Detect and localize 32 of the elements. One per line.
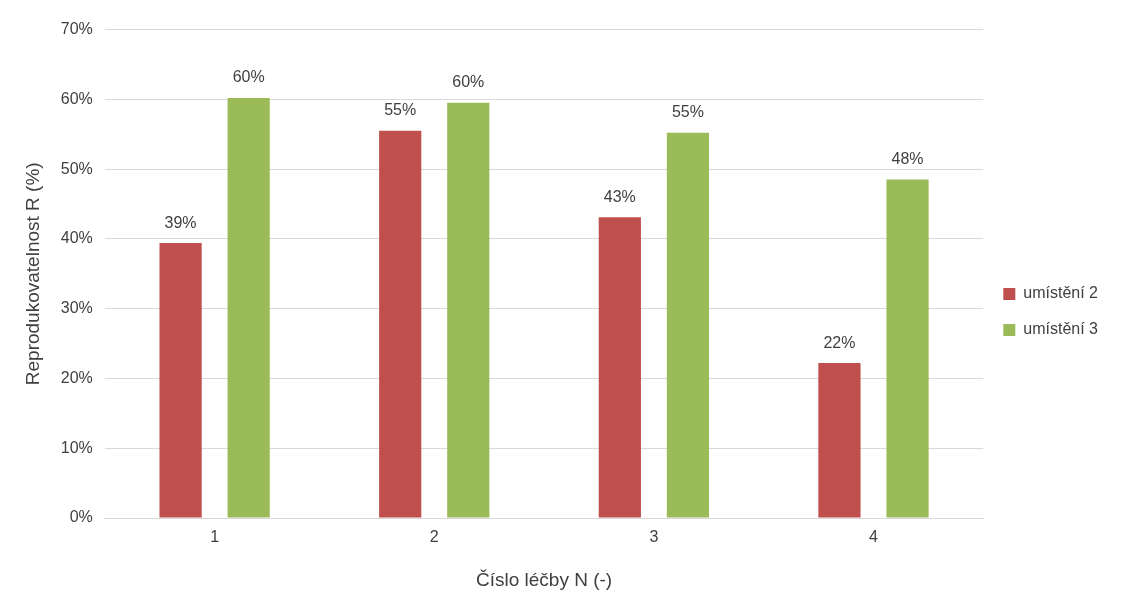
x-tick-label: 4	[869, 528, 879, 546]
data-label: 60%	[232, 68, 265, 86]
bar	[159, 243, 202, 518]
data-label: 22%	[823, 333, 856, 351]
data-label: 55%	[671, 103, 704, 121]
bar	[379, 130, 422, 518]
bar	[447, 102, 490, 518]
bar	[598, 217, 641, 518]
y-tick-label: 30%	[60, 299, 93, 317]
data-label: 55%	[384, 101, 417, 119]
y-tick-label: 10%	[60, 438, 93, 456]
y-tick-label: 40%	[60, 229, 93, 247]
bar	[886, 179, 929, 518]
bar	[227, 97, 270, 518]
bar	[666, 132, 710, 518]
legend-label: umístění 2	[1023, 284, 1099, 302]
y-tick-label: 70%	[60, 20, 93, 38]
bar	[818, 363, 861, 518]
legend-label: umístění 3	[1023, 320, 1099, 338]
x-axis-title: Číslo léčby N (-)	[475, 568, 613, 590]
y-tick-label: 0%	[69, 508, 93, 526]
x-tick-label: 1	[210, 528, 220, 546]
data-label: 43%	[603, 187, 636, 205]
y-axis-title: Reprodukovatelnost R (%)	[21, 162, 43, 386]
y-tick-label: 20%	[60, 368, 93, 386]
y-tick-label: 60%	[60, 89, 93, 107]
data-label: 60%	[452, 73, 485, 91]
x-tick-label: 2	[429, 528, 439, 546]
y-tick-label: 50%	[60, 159, 93, 177]
data-label: 39%	[164, 213, 197, 231]
x-tick-label: 3	[649, 528, 659, 546]
data-label: 48%	[891, 150, 924, 168]
